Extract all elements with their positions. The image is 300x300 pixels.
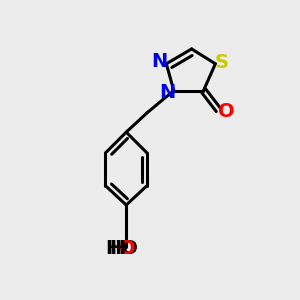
Text: S: S [215,53,229,72]
Text: O: O [218,102,235,121]
Text: H: H [109,238,125,258]
Text: N: N [160,82,176,101]
Text: N: N [152,52,168,71]
Text: O: O [119,238,136,258]
Text: HO: HO [105,238,138,258]
